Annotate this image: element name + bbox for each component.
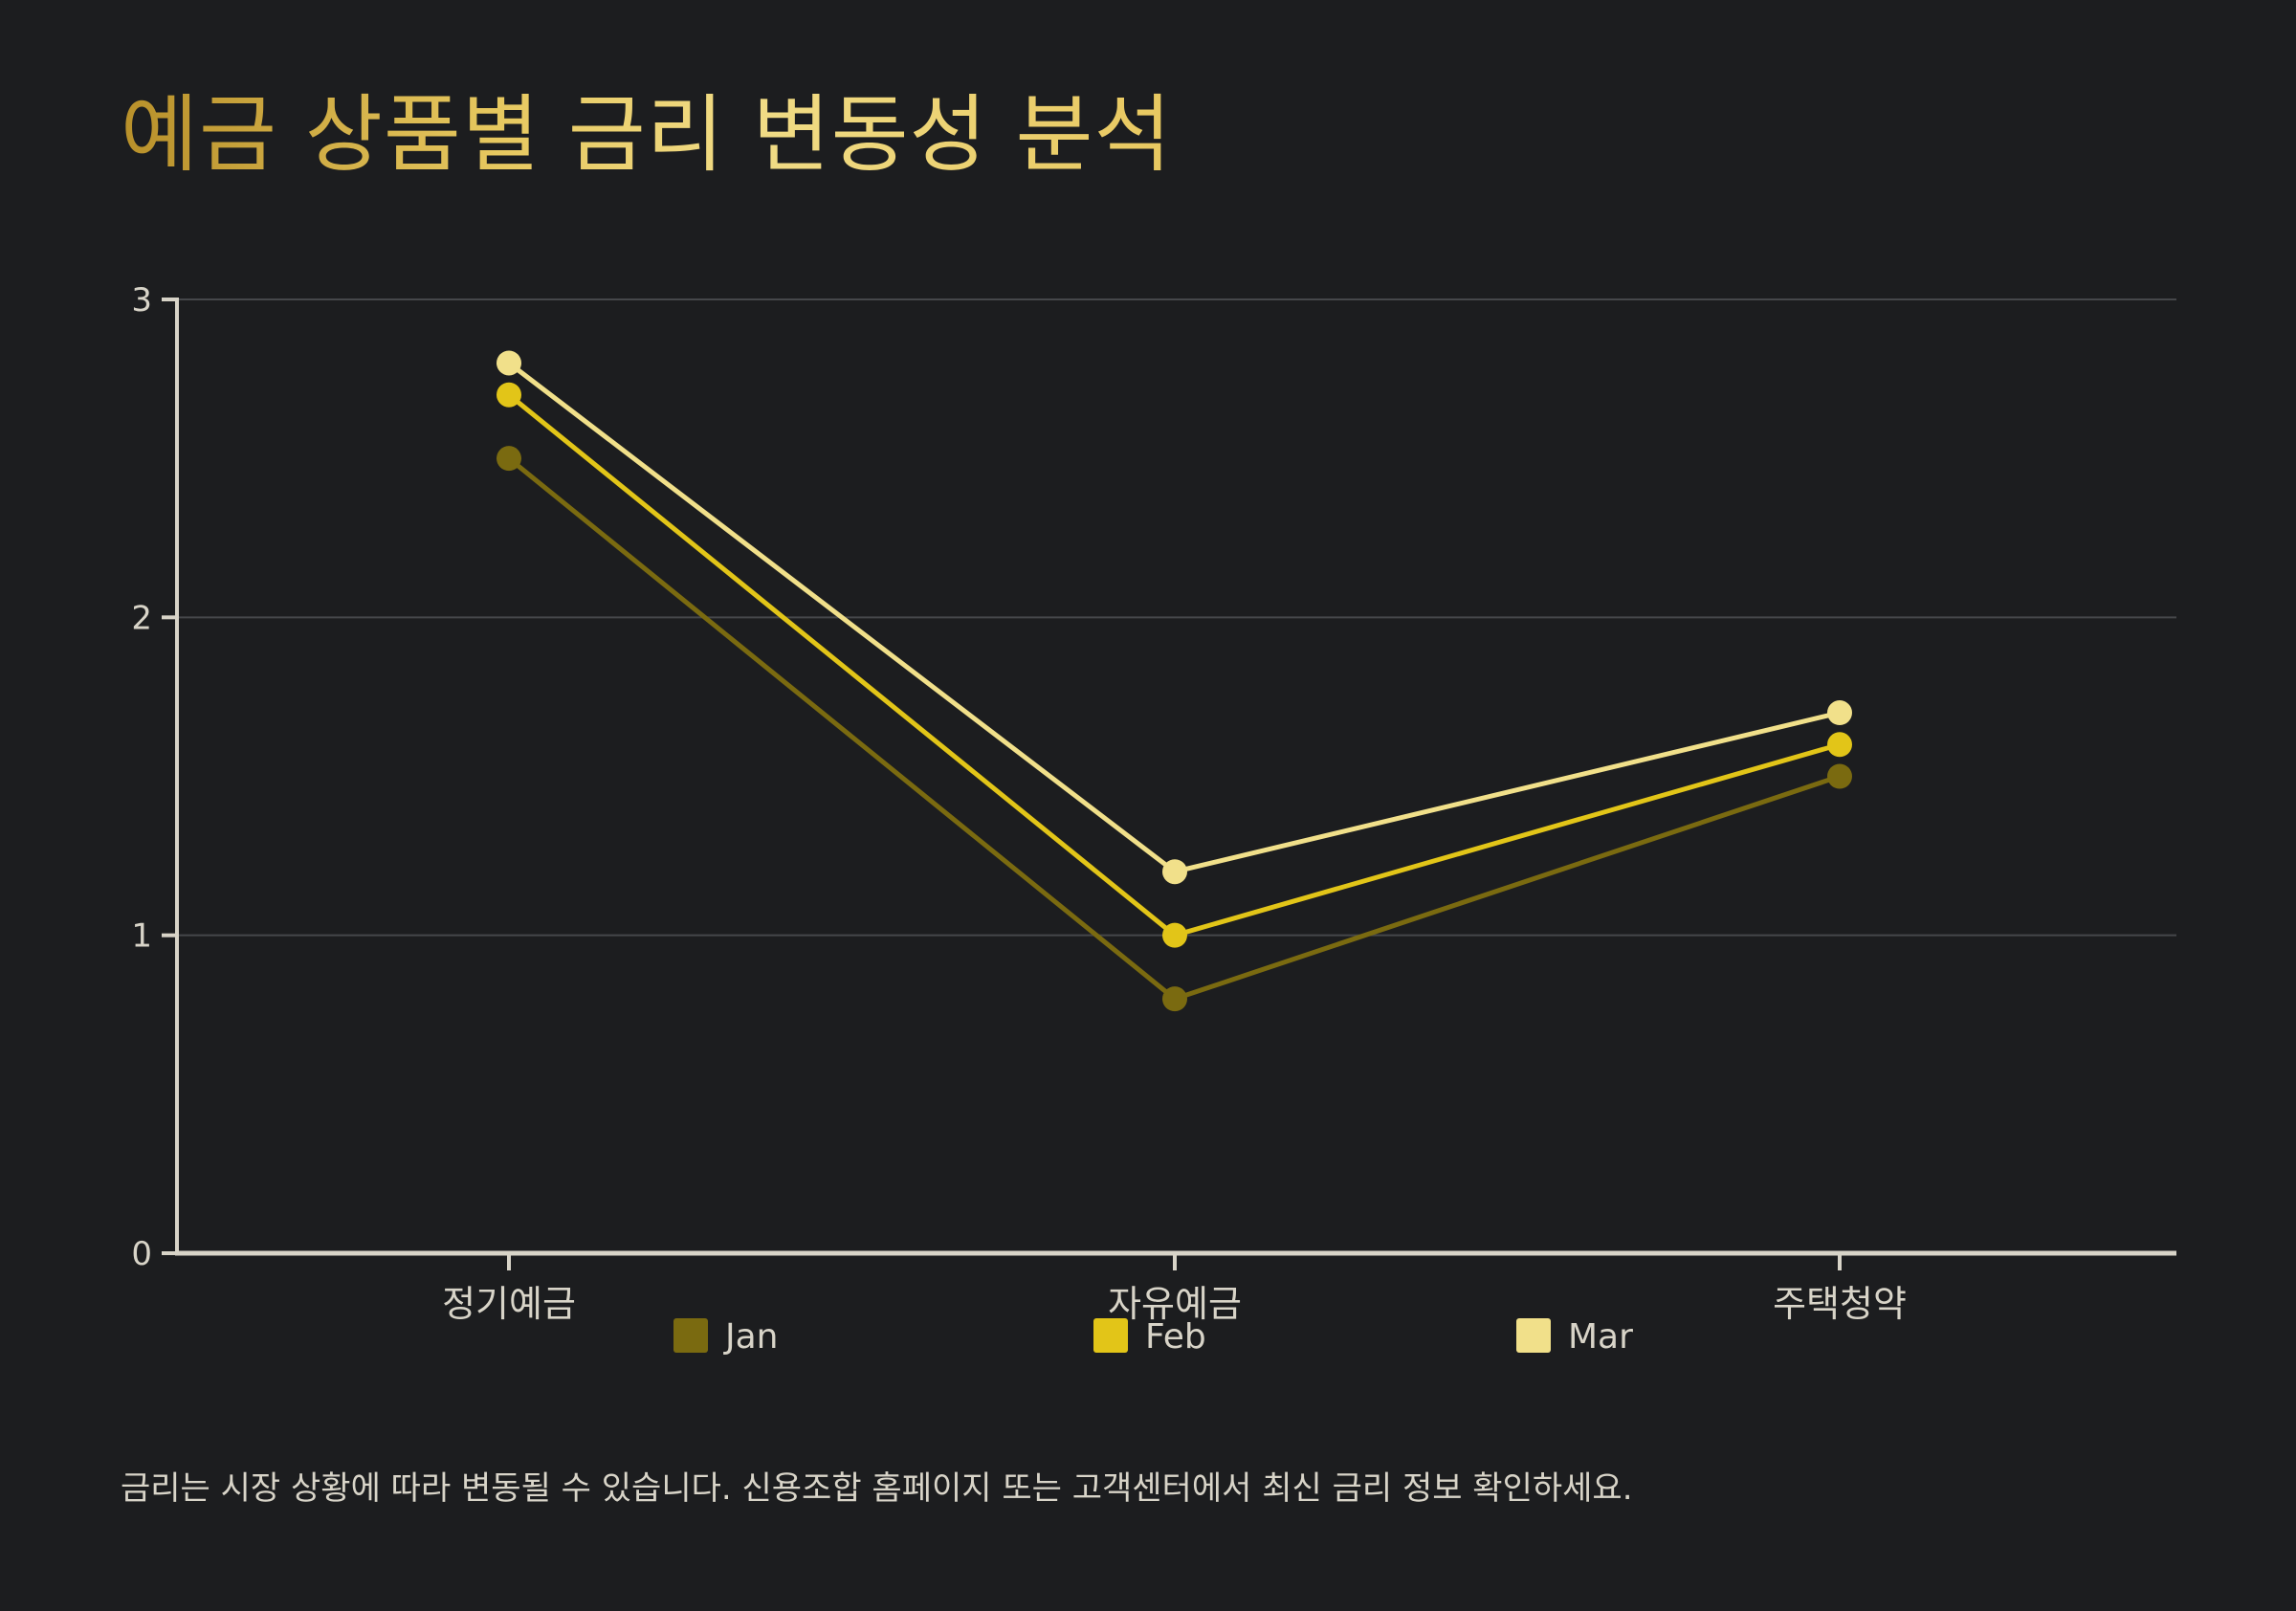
legend-swatch-feb: [1093, 1318, 1128, 1353]
x-tick-label: 정기예금: [442, 1283, 576, 1325]
data-point-mar: [497, 350, 521, 376]
grid-lines: [177, 298, 2176, 937]
data-point-jan: [1162, 986, 1187, 1012]
data-point-jan: [1827, 763, 1852, 789]
y-tick-label: 0: [131, 1235, 152, 1273]
y-tick-label: 3: [131, 281, 152, 320]
chart-title: 예금 상품별 금리 변동성 분석: [121, 85, 1173, 184]
data-point-feb: [1162, 922, 1187, 948]
legend-swatch-jan: [673, 1318, 708, 1353]
data-point-jan: [497, 446, 521, 472]
y-tick-label: 2: [131, 599, 152, 637]
data-point-feb: [1827, 732, 1852, 758]
data-point-mar: [1162, 859, 1187, 885]
series-line-jan: [506, 455, 1843, 1002]
series-line-feb: [506, 392, 1843, 938]
data-point-feb: [497, 382, 521, 408]
legend: Jan Feb Mar: [673, 1317, 1633, 1357]
series-lines: [497, 350, 1852, 1012]
legend-label-mar: Mar: [1568, 1317, 1633, 1357]
x-tick-label: 자유예금: [1108, 1283, 1242, 1325]
y-tick-label: 1: [131, 917, 152, 956]
data-point-mar: [1827, 700, 1852, 726]
legend-label-feb: Feb: [1145, 1317, 1206, 1357]
axes: 0 1 2 3 정기예금 자유예금 주택청약: [131, 281, 2176, 1325]
legend-label-jan: Jan: [723, 1317, 779, 1357]
legend-swatch-mar: [1516, 1318, 1551, 1353]
x-tick-label: 주택청약: [1773, 1283, 1907, 1325]
footnote: 금리는 시장 상황에 따라 변동될 수 있습니다. 신용조합 홈페이지 또는 고…: [121, 1469, 1633, 1508]
